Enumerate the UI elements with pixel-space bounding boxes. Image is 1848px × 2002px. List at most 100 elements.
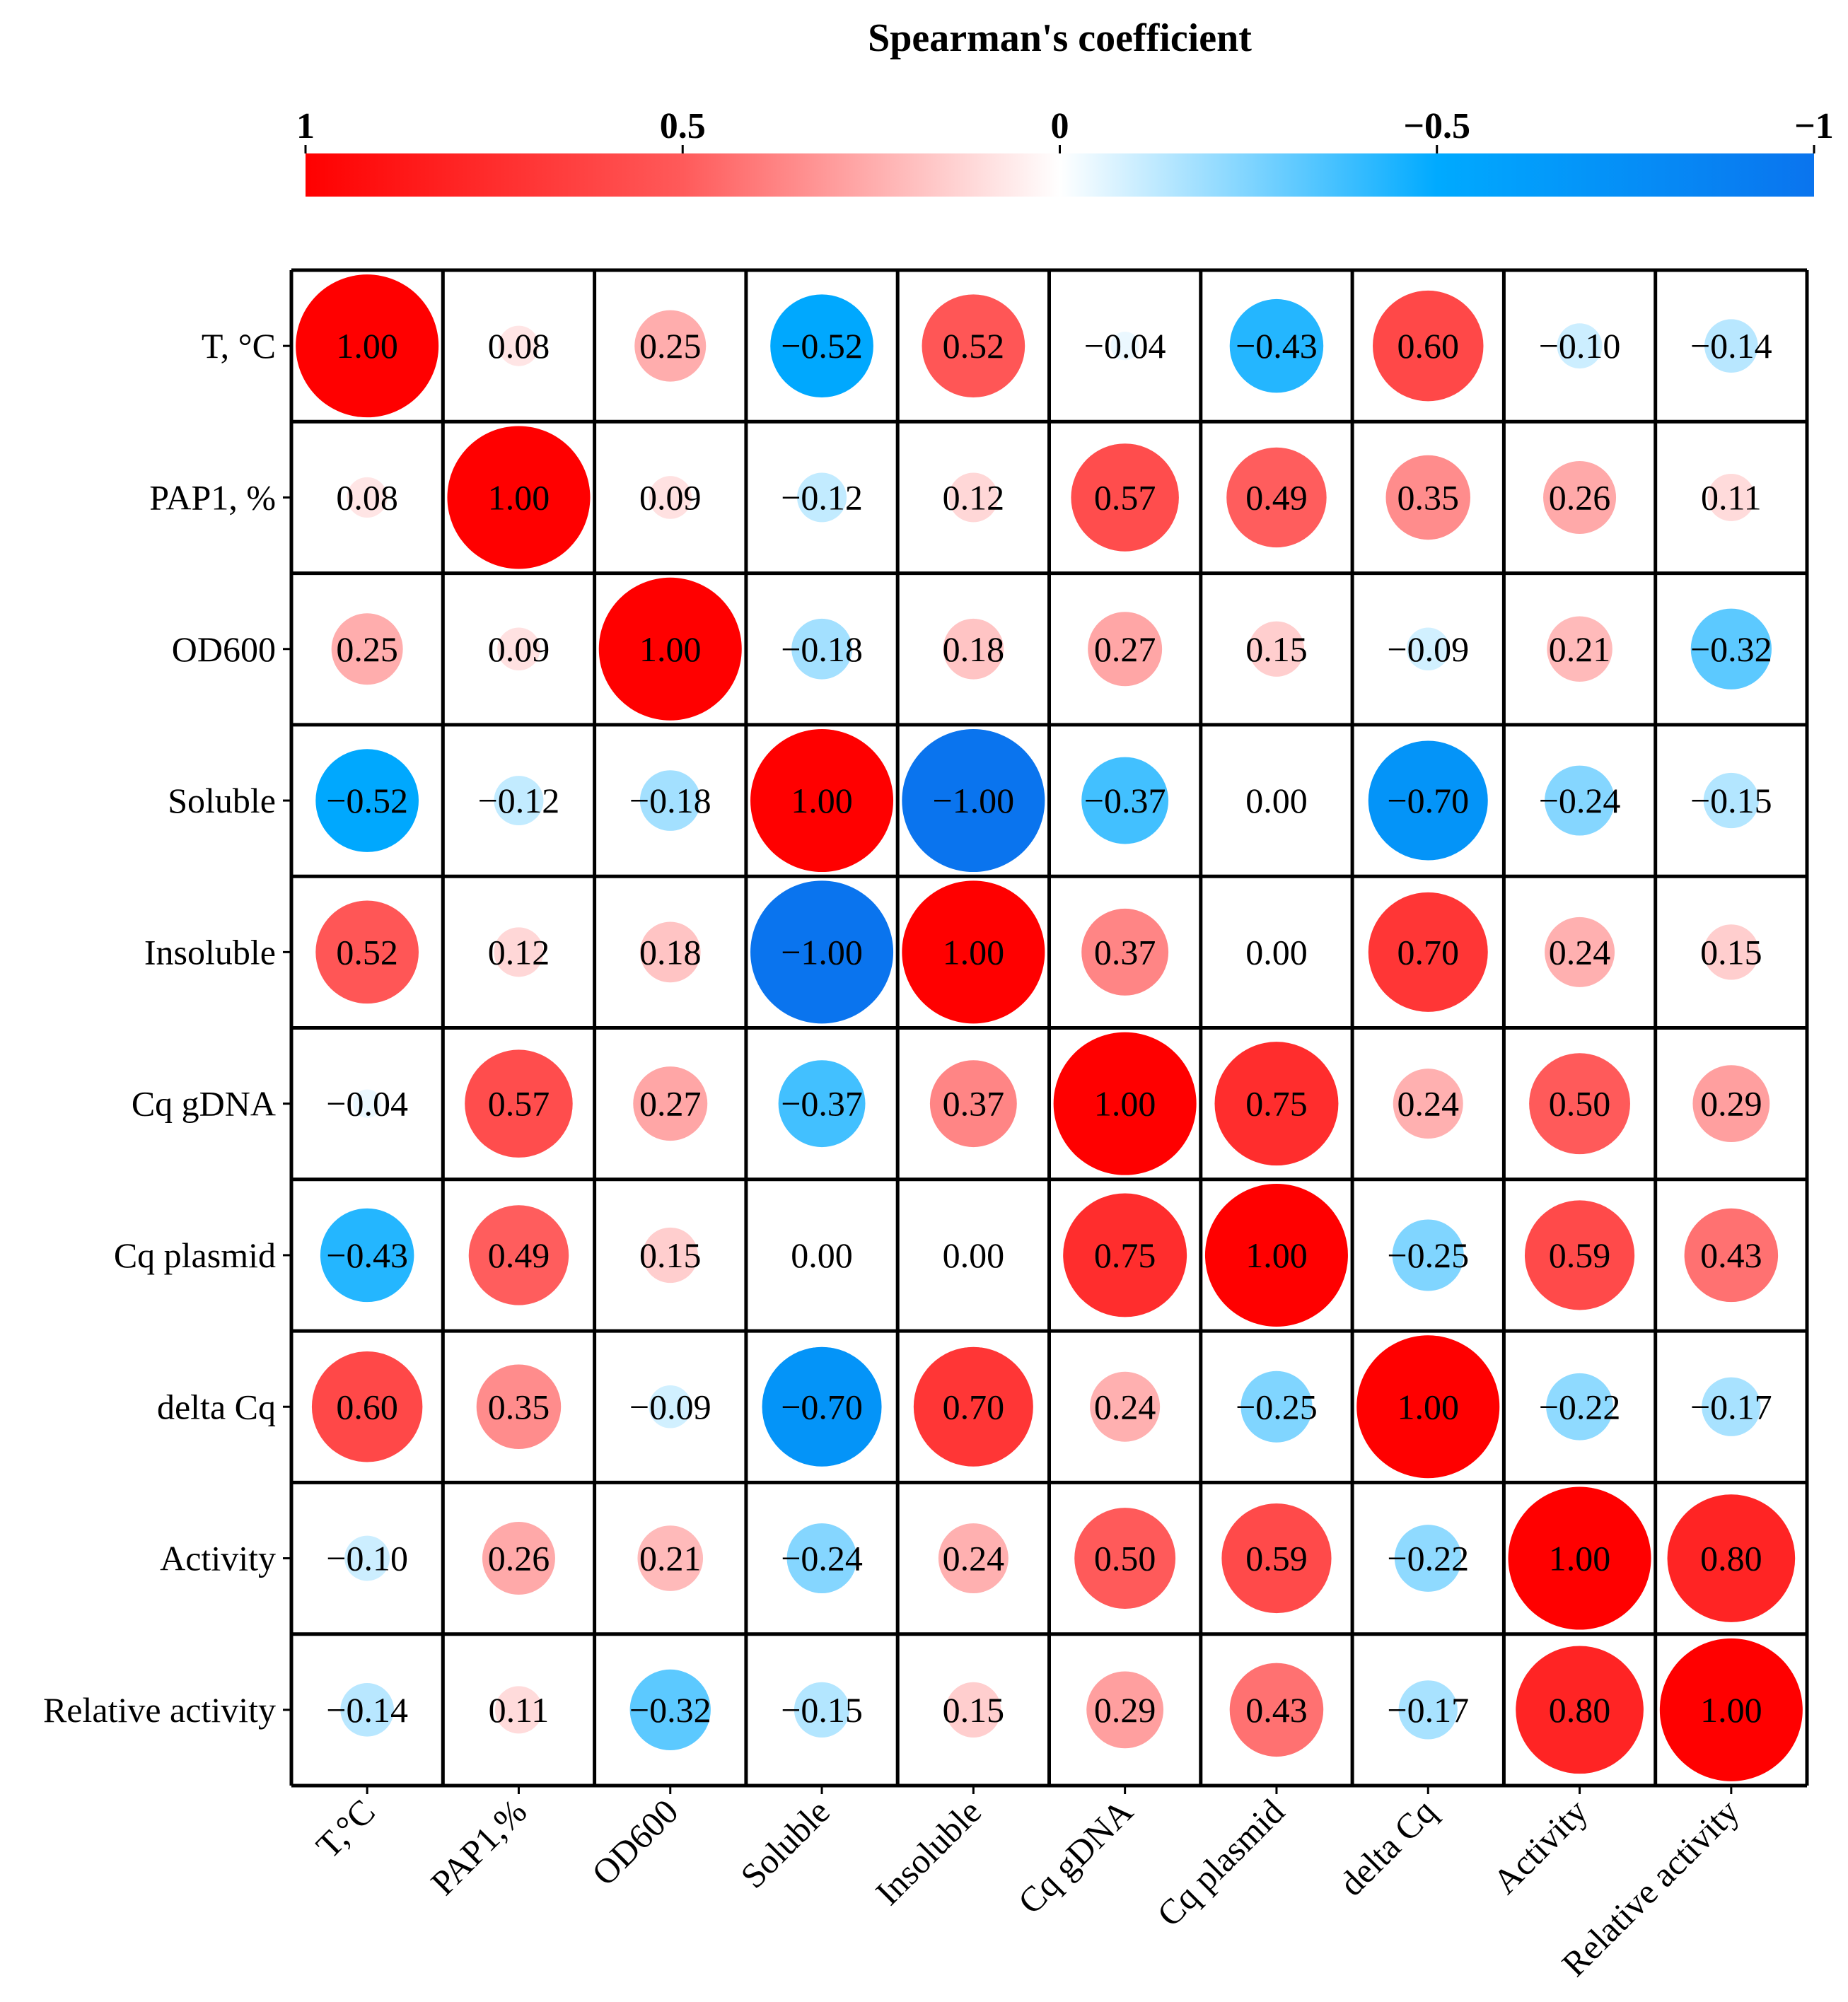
cell-value-label: 0.43 bbox=[1245, 1690, 1308, 1730]
cell-value-label: 0.59 bbox=[1549, 1235, 1611, 1275]
column-label: PAP1,% bbox=[423, 1791, 534, 1902]
correlation-circle bbox=[1081, 757, 1169, 844]
correlation-circle bbox=[922, 294, 1025, 397]
cell-value-label: −0.04 bbox=[1084, 326, 1166, 366]
colorbar-ticks: 1 0.5 0 −0.5 −1 bbox=[296, 106, 1834, 153]
correlation-circle bbox=[344, 1535, 390, 1581]
cell-value-label: −1.00 bbox=[781, 932, 863, 972]
row-label: Relative activity bbox=[43, 1690, 276, 1730]
correlation-circle bbox=[1667, 1494, 1796, 1622]
cell-value-label: 0.11 bbox=[1701, 477, 1762, 517]
correlation-circle bbox=[498, 325, 540, 366]
cell-value-label: −0.10 bbox=[326, 1539, 408, 1578]
correlation-circle bbox=[649, 1385, 692, 1428]
correlation-circle bbox=[1546, 1373, 1613, 1441]
cell-value-label: −0.43 bbox=[1236, 326, 1318, 366]
column-label: delta Cq bbox=[1332, 1791, 1443, 1903]
correlation-circle bbox=[1702, 1377, 1761, 1436]
correlation-circle bbox=[902, 880, 1045, 1024]
correlation-circle bbox=[797, 472, 847, 523]
correlation-circle bbox=[598, 577, 742, 721]
row-label-layer: T, °C PAP1, % OD600 Soluble Insoluble Cq gDNA… bbox=[43, 326, 291, 1730]
cell-value-label: 0.15 bbox=[1700, 932, 1762, 972]
correlation-circle bbox=[1081, 908, 1169, 996]
cell-value-label: 0.00 bbox=[1245, 932, 1308, 972]
correlation-circle bbox=[465, 1049, 573, 1158]
correlation-circle bbox=[494, 776, 544, 826]
cell-value-label: 1.00 bbox=[639, 629, 702, 669]
column-label: Soluble bbox=[733, 1791, 837, 1896]
cell-value-label: −0.37 bbox=[1084, 781, 1166, 820]
cell-value-label: 0.37 bbox=[1094, 932, 1156, 972]
cell-value-label: −0.24 bbox=[781, 1539, 863, 1578]
cell-value-label: 0.37 bbox=[943, 1084, 1005, 1124]
cell-value-label: 1.00 bbox=[488, 477, 550, 517]
correlation-circle bbox=[938, 1523, 1009, 1594]
correlation-circle bbox=[750, 880, 894, 1024]
cell-value-label: −0.70 bbox=[1387, 781, 1469, 820]
correlation-circle bbox=[340, 1683, 394, 1737]
correlation-circle bbox=[649, 476, 692, 519]
cell-value-label: −0.37 bbox=[781, 1084, 863, 1124]
cell-value-label: −0.12 bbox=[478, 781, 560, 820]
cell-value-label: −0.10 bbox=[1539, 326, 1621, 366]
correlation-circle bbox=[629, 1669, 711, 1750]
grid-layer bbox=[289, 268, 1809, 1788]
correlation-circle bbox=[1393, 1069, 1463, 1139]
correlation-circle bbox=[1684, 1208, 1779, 1303]
cell-value-label: −0.18 bbox=[629, 781, 711, 820]
correlation-circle bbox=[447, 426, 591, 569]
correlation-circle bbox=[1659, 1638, 1803, 1781]
cell-value-label: 0.21 bbox=[639, 1539, 702, 1578]
value-label-layer: 1.00 0.08 0.25 −0.52 0.52 −0.04 −0.43 0.60 −0.10… bbox=[326, 326, 1772, 1730]
cell-value-label: 0.25 bbox=[336, 629, 398, 669]
correlation-circle bbox=[1373, 290, 1484, 402]
correlation-circle bbox=[1071, 443, 1179, 552]
correlation-circle bbox=[1529, 1053, 1630, 1155]
correlation-circle bbox=[1524, 1200, 1635, 1310]
cell-value-label: −0.14 bbox=[1690, 326, 1772, 366]
cell-value-label: 0.27 bbox=[639, 1084, 702, 1124]
row-label: Cq gDNA bbox=[132, 1084, 276, 1124]
colorbar-title: Spearman's coefficient bbox=[868, 16, 1252, 60]
cell-value-label: −0.04 bbox=[326, 1084, 408, 1124]
cell-value-label: −0.12 bbox=[781, 477, 863, 517]
cell-value-label: 0.24 bbox=[1549, 932, 1611, 972]
correlation-circle bbox=[1545, 765, 1615, 836]
correlation-circle bbox=[1368, 892, 1488, 1012]
cell-value-label: 0.12 bbox=[488, 932, 550, 972]
cell-value-label: −0.32 bbox=[629, 1690, 711, 1730]
cell-value-label: 0.57 bbox=[1094, 477, 1156, 517]
correlation-circle bbox=[786, 1523, 857, 1594]
cell-value-label: −0.09 bbox=[1387, 629, 1469, 669]
correlation-circle bbox=[494, 927, 544, 977]
cell-value-label: 0.59 bbox=[1245, 1539, 1308, 1578]
cell-value-label: −0.15 bbox=[781, 1690, 863, 1730]
correlation-circle bbox=[315, 900, 419, 1004]
colorbar-gradient-bar bbox=[306, 153, 1814, 197]
correlation-circle bbox=[1392, 1219, 1464, 1291]
correlation-circle bbox=[1398, 1680, 1458, 1740]
correlation-circle bbox=[1221, 1503, 1332, 1614]
correlation-circle bbox=[1545, 916, 1615, 987]
cell-value-label: 0.24 bbox=[943, 1539, 1005, 1578]
cell-value-label: −0.09 bbox=[629, 1387, 711, 1426]
correlation-circle bbox=[1704, 319, 1758, 373]
correlation-circle bbox=[1204, 1183, 1348, 1327]
cell-value-label: 0.80 bbox=[1700, 1539, 1762, 1578]
cell-value-label: 0.35 bbox=[488, 1387, 550, 1426]
cell-value-label: 0.35 bbox=[1397, 477, 1460, 517]
row-label: Insoluble bbox=[144, 932, 276, 972]
cell-value-label: 0.21 bbox=[1549, 629, 1611, 669]
correlation-circle bbox=[1516, 1646, 1644, 1774]
correlation-circle bbox=[639, 770, 701, 831]
row-label: Activity bbox=[160, 1539, 276, 1578]
row-label: T, °C bbox=[202, 326, 276, 366]
correlation-circle bbox=[913, 1346, 1033, 1467]
row-label: Cq plasmid bbox=[114, 1235, 276, 1275]
cell-value-label: 1.00 bbox=[1094, 1084, 1156, 1124]
cell-value-label: 0.29 bbox=[1094, 1690, 1156, 1730]
cell-value-label: 0.27 bbox=[1094, 629, 1156, 669]
correlation-circle bbox=[1053, 1032, 1197, 1175]
